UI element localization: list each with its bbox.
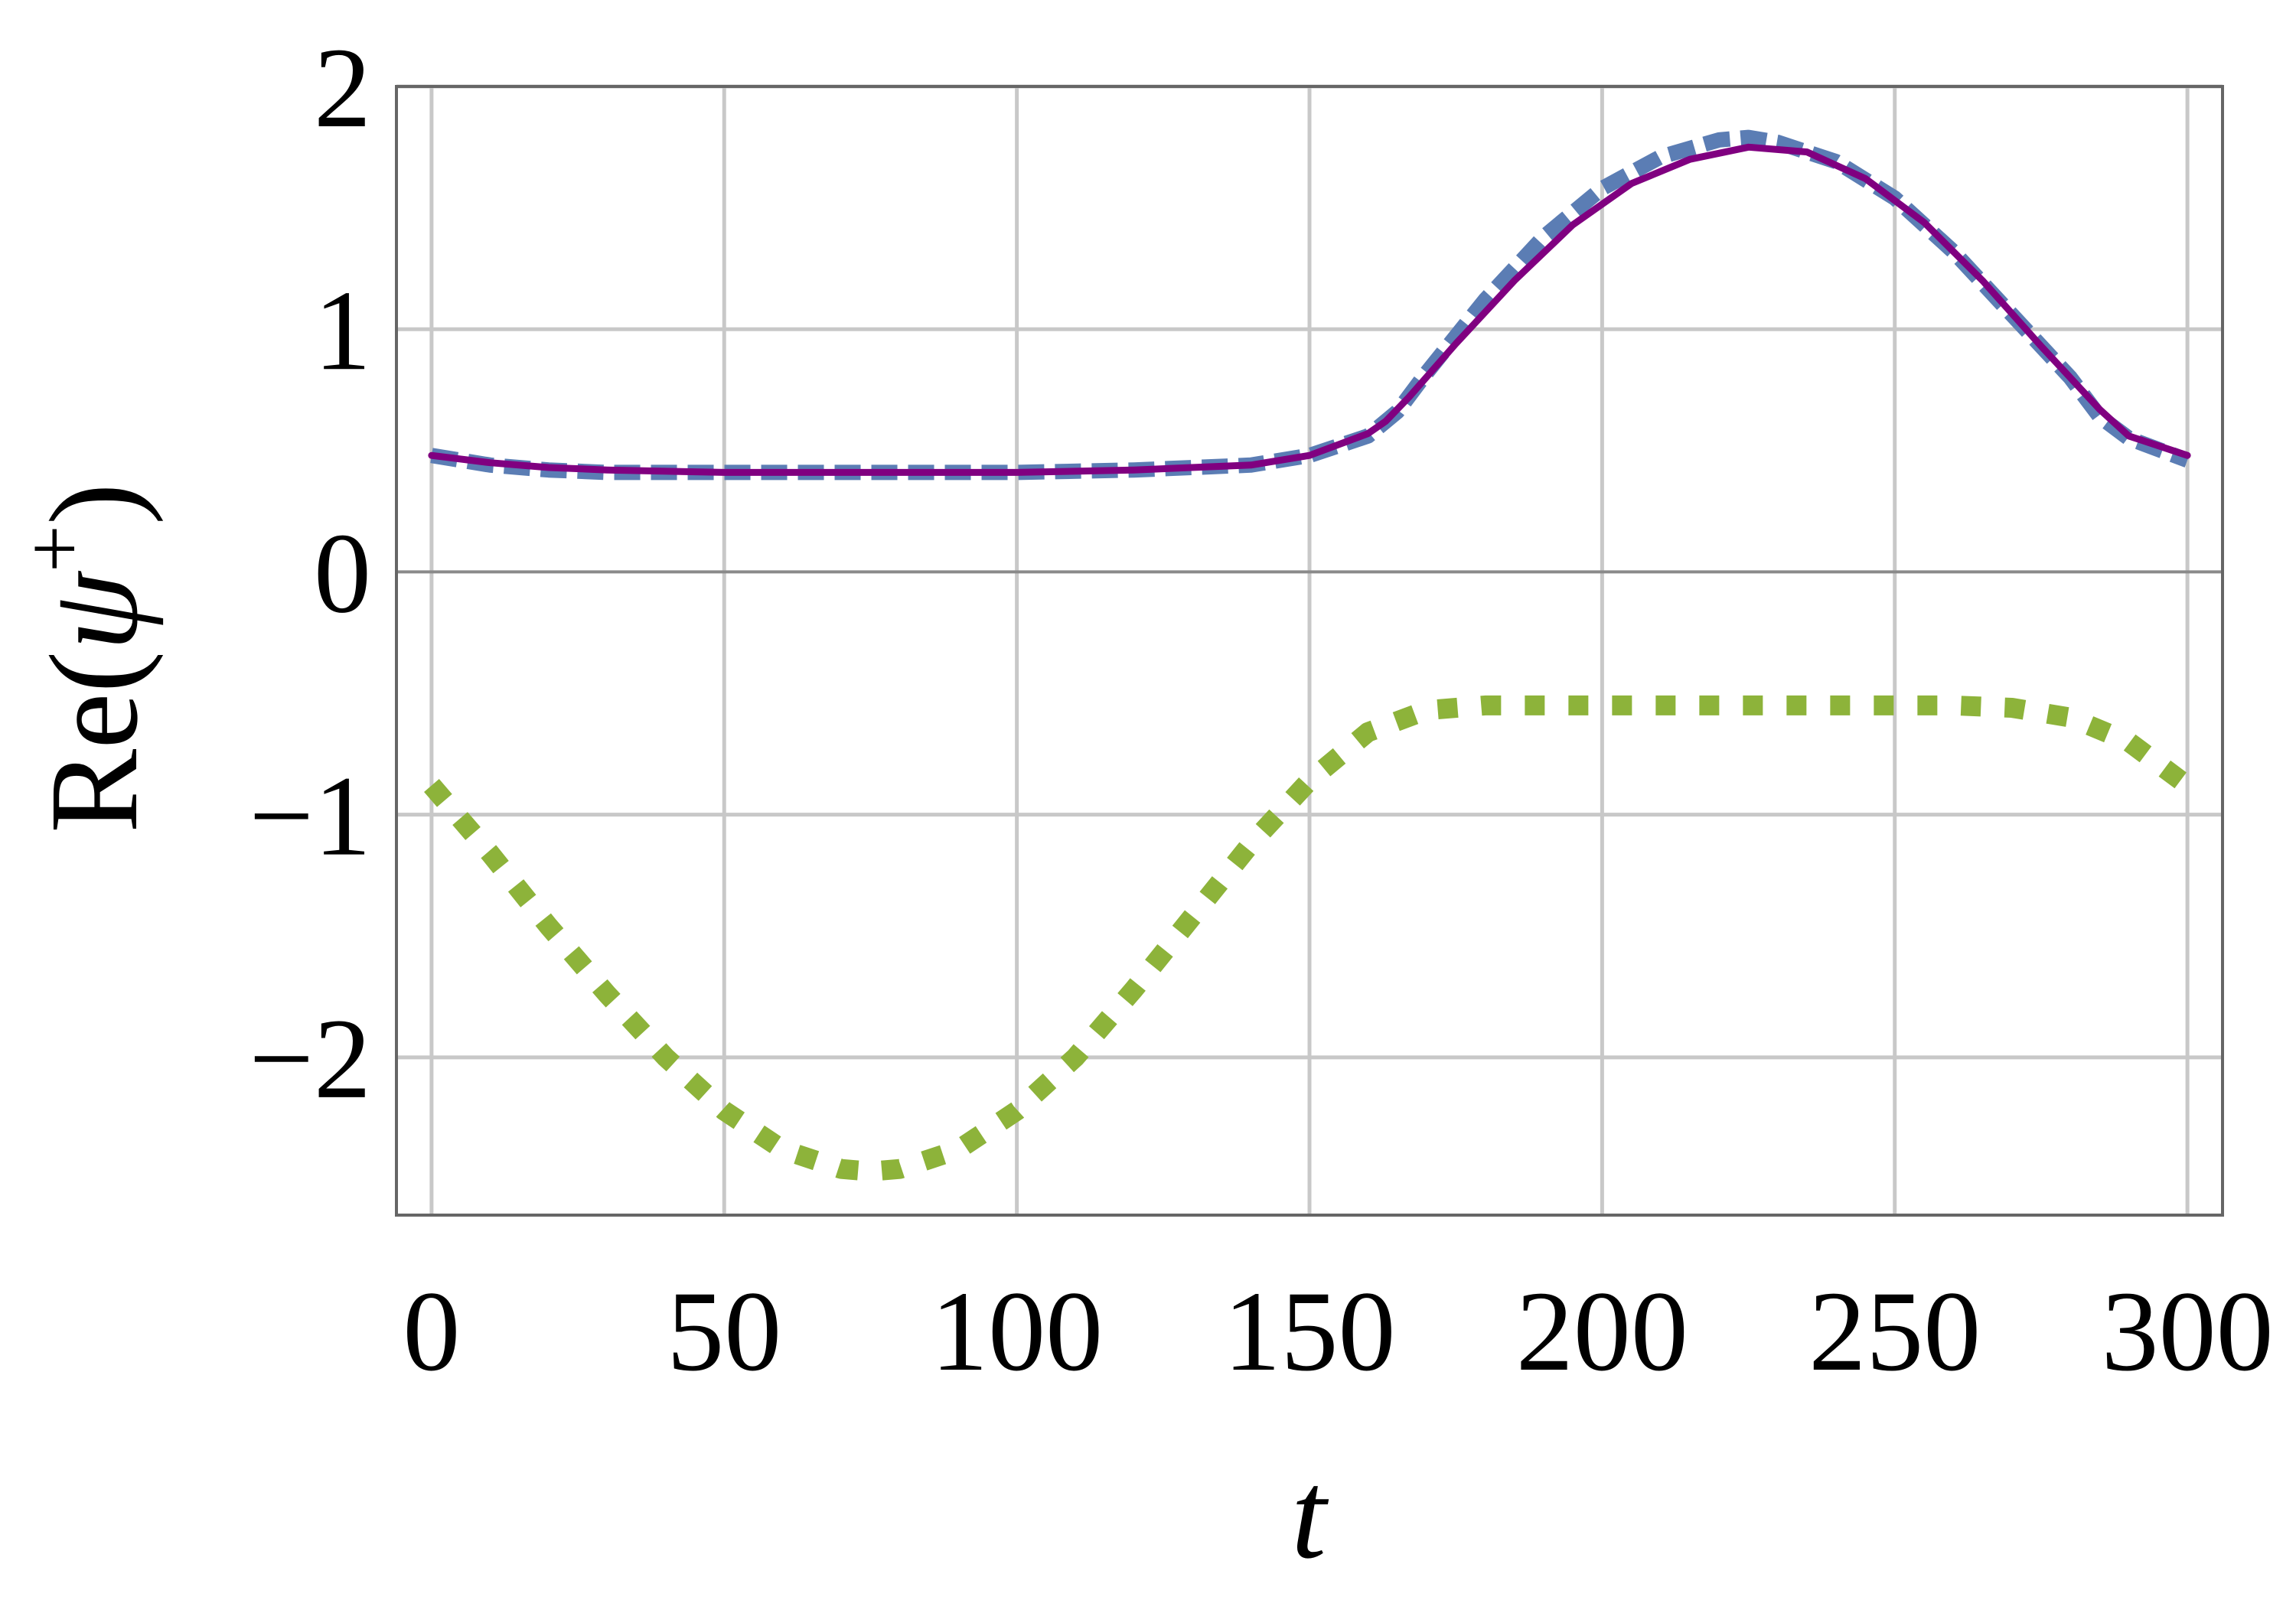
y-axis-label-superscript: +: [8, 525, 101, 572]
x-tick-label: 200: [1516, 1268, 1688, 1395]
x-tick-label: 50: [667, 1268, 781, 1395]
y-axis-label-symbol: ψ: [24, 571, 164, 651]
y-tick-label: 0: [314, 510, 371, 637]
x-tick-label: 0: [403, 1268, 460, 1395]
y-tick-label: −1: [249, 753, 371, 880]
series-line-2-solid: [428, 143, 2191, 476]
y-tick-label: 2: [314, 24, 371, 152]
grid-lines: [396, 84, 2223, 1215]
y-tick-label: −2: [249, 996, 371, 1123]
x-tick-label: 250: [1808, 1268, 1981, 1395]
plot-frame: [395, 85, 2224, 1217]
x-axis-label: t: [1291, 1445, 1329, 1585]
x-tick-label: 300: [2102, 1268, 2274, 1395]
x-tick-label: 100: [931, 1268, 1103, 1395]
y-tick-label: 1: [314, 267, 371, 394]
y-axis-label-prefix: Re(: [24, 651, 164, 833]
data-series: [424, 129, 2193, 1181]
series-line-3-dotted: [424, 695, 2193, 1181]
y-axis-label: Re(ψ+): [8, 483, 164, 833]
y-axis-label-suffix: ): [24, 483, 164, 525]
y-tick-labels: −2 −1 0 1 2: [249, 24, 371, 1123]
series-line-1-dashed: [430, 129, 2190, 481]
x-tick-labels: 0 50 100 150 200 250 300: [403, 1268, 2273, 1395]
x-tick-label: 150: [1224, 1268, 1396, 1395]
